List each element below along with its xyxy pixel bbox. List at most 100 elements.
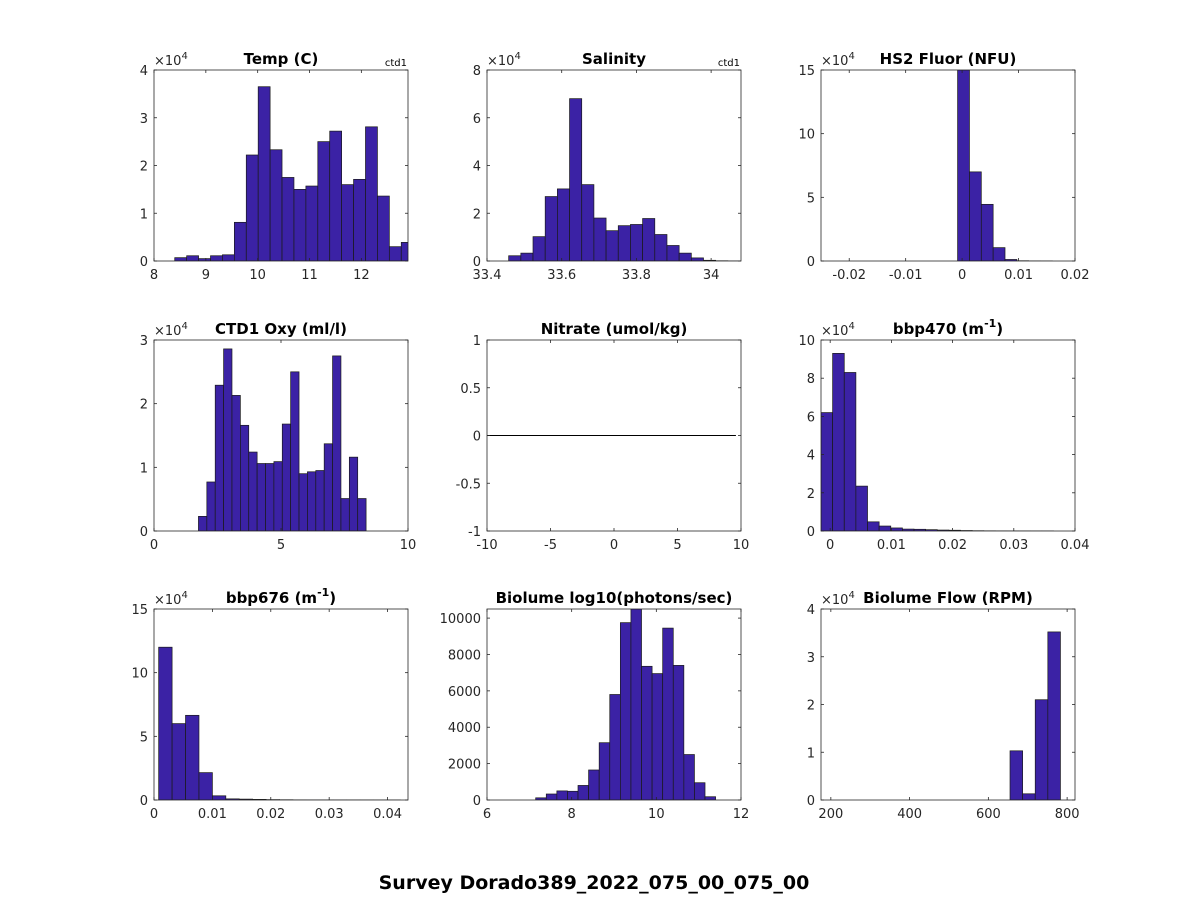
- histogram-bar: [210, 255, 223, 261]
- histogram-bar: [508, 255, 522, 261]
- histogram-bar: [388, 246, 402, 261]
- histogram-bar: [1047, 631, 1061, 800]
- y-tick-label: 8000: [448, 648, 481, 663]
- y-exponent-label: ×104: [154, 51, 188, 69]
- y-tick-label: 2: [140, 398, 148, 413]
- y-exponent-label: ×104: [487, 51, 521, 69]
- histogram-bar: [617, 225, 631, 261]
- x-tick-label: 0.04: [373, 807, 402, 822]
- y-tick-label: 5: [807, 191, 815, 206]
- x-tick-label: 33.4: [473, 268, 502, 283]
- histogram-bar: [641, 665, 653, 800]
- y-tick-label: 0: [473, 430, 481, 445]
- histogram-bar: [957, 70, 970, 261]
- y-exponent-label: ×104: [821, 51, 855, 69]
- y-tick-label: 0: [140, 525, 148, 540]
- x-tick-label: -0.02: [832, 268, 866, 283]
- y-tick-label: 3: [140, 334, 148, 349]
- subplot-title-text: CTD1 Oxy (ml/l): [215, 320, 347, 338]
- y-exponent-power: 4: [181, 321, 187, 332]
- x-tick-label: 10: [733, 538, 750, 553]
- histogram-bar: [365, 126, 378, 261]
- x-tick-label: 0: [150, 807, 158, 822]
- histogram-bar: [198, 772, 213, 800]
- y-tick-label: 0: [807, 255, 815, 270]
- y-tick-label: 4: [807, 449, 815, 464]
- subplot-title-superscript: -1: [317, 586, 329, 599]
- histogram-bar: [654, 234, 668, 261]
- x-tick-label: 9: [202, 268, 210, 283]
- histogram-bar: [544, 196, 558, 261]
- y-tick-label: 15: [798, 64, 815, 79]
- subplot-title: Biolume Flow (RPM): [863, 589, 1033, 607]
- y-tick-label: 10: [798, 128, 815, 143]
- x-tick-label: 10: [400, 538, 417, 553]
- histogram-bar: [357, 498, 367, 531]
- subplot: 0 0.01 0.02 0.03 0.04 0 2 4 6 8 10 ×104 bbp470 (m-1): [798, 317, 1089, 553]
- y-tick-label: 0: [473, 255, 481, 270]
- y-exponent-power: 4: [181, 590, 187, 601]
- x-tick-label: -5: [544, 538, 557, 553]
- histogram-bar: [212, 795, 227, 800]
- histogram-bar: [315, 470, 325, 531]
- y-tick-label: 1: [473, 334, 481, 349]
- y-tick-label: 4: [807, 603, 815, 618]
- subplot-title-text: Temp (C): [244, 50, 319, 68]
- histogram-bar: [567, 790, 579, 800]
- y-exponent-power: 4: [848, 590, 854, 601]
- histogram-bar: [605, 230, 619, 261]
- y-tick-label: 2: [807, 699, 815, 714]
- histogram-bar: [290, 371, 300, 531]
- histogram-bar: [855, 485, 868, 531]
- x-tick-label: 33.6: [547, 268, 576, 283]
- y-tick-label: 10: [131, 667, 148, 682]
- histogram-bar: [332, 355, 342, 531]
- x-tick-label: 0.02: [256, 807, 285, 822]
- subplot-title: CTD1 Oxy (ml/l): [215, 320, 347, 338]
- histogram-bar: [609, 694, 621, 800]
- histogram-bar: [265, 463, 275, 531]
- histogram-bar: [400, 242, 408, 261]
- x-tick-label: 0.01: [1004, 268, 1033, 283]
- histogram-bar: [532, 236, 546, 261]
- histogram-bar: [843, 372, 857, 531]
- histogram-bar: [545, 793, 558, 800]
- subplot: 6 8 10 12 0 2000 4000 6000 8000 10000 Biolume log1…: [440, 589, 750, 822]
- x-tick-label: 0.02: [1061, 268, 1090, 283]
- x-tick-label: 0.02: [938, 538, 967, 553]
- y-tick-label: 8: [807, 372, 815, 387]
- y-tick-label: 0: [807, 525, 815, 540]
- y-tick-label: 8: [473, 64, 481, 79]
- histogram-bar: [598, 742, 611, 800]
- histogram-bar: [223, 348, 233, 531]
- histogram-bar: [1009, 750, 1023, 800]
- histogram-bar: [185, 714, 200, 800]
- bars: [957, 70, 1053, 261]
- y-exponent-power: 4: [514, 51, 520, 62]
- axes-box: [820, 69, 1076, 262]
- y-exponent-label: ×104: [154, 321, 188, 339]
- y-exponent-power: 4: [181, 51, 187, 62]
- subplot-title-text: Biolume Flow (RPM): [863, 589, 1033, 607]
- histogram-bar: [630, 609, 642, 800]
- x-tick-label: 400: [897, 807, 922, 822]
- subplot-title: Salinity: [582, 50, 646, 68]
- subplot: -10 -5 0 5 10 -1 -0.5 0 0.5 1 Nitrate (umol/kg): [456, 320, 750, 553]
- y-tick-label: 5: [140, 730, 148, 745]
- histogram-bar: [305, 185, 319, 261]
- y-tick-label: 15: [131, 603, 148, 618]
- subplot-title-suffix: ): [329, 589, 336, 607]
- histogram-bar: [704, 796, 716, 800]
- x-tick-label: 0: [826, 538, 834, 553]
- y-tick-label: 0.5: [460, 382, 481, 397]
- histogram-bar: [257, 86, 271, 261]
- subplot-corner-label: ctd1: [385, 58, 407, 69]
- subplot-corner-label: ctd1: [718, 58, 740, 69]
- histogram-bar: [520, 252, 534, 261]
- histogram-bar: [273, 461, 283, 531]
- y-tick-label: 4000: [448, 721, 481, 736]
- x-tick-label: 12: [733, 807, 750, 822]
